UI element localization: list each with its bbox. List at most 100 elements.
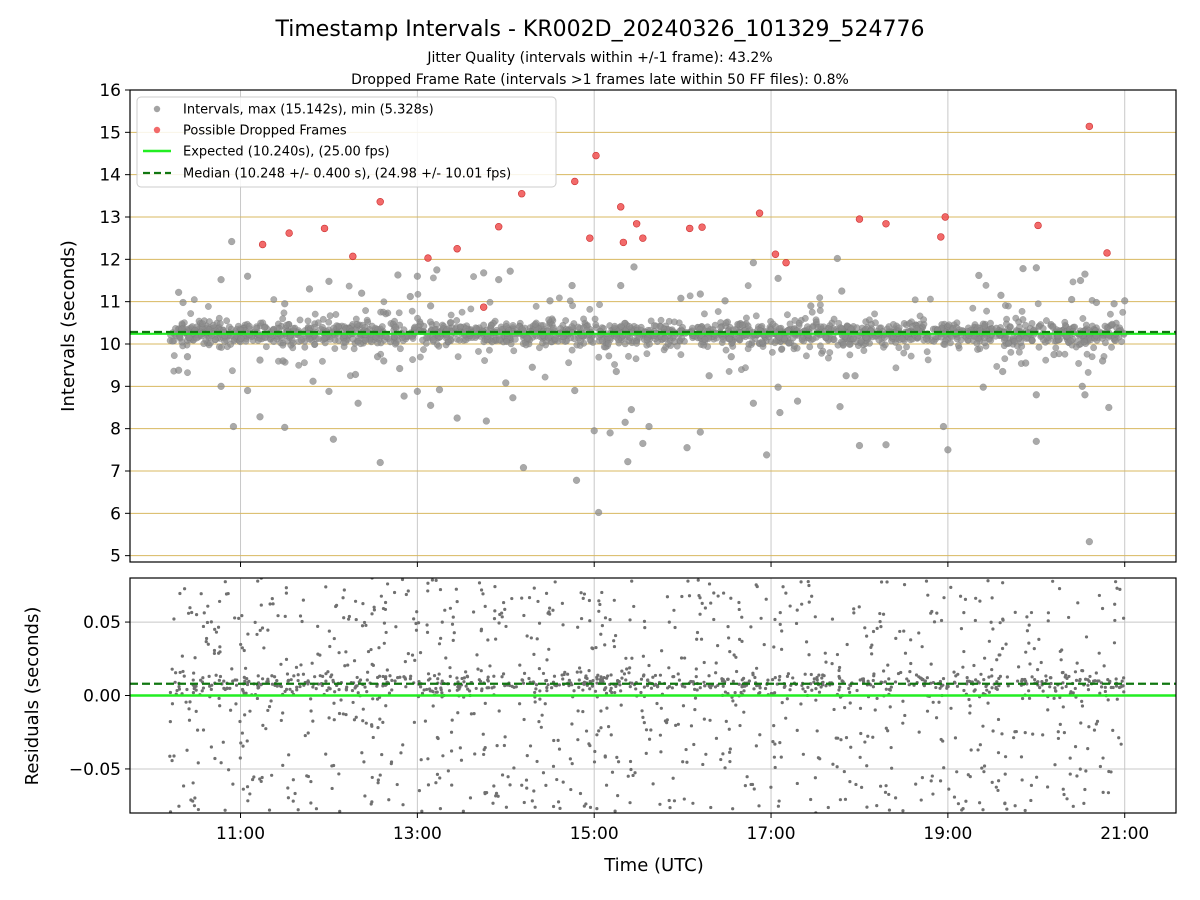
residual-point <box>660 649 664 653</box>
residual-point <box>1078 767 1082 771</box>
residual-point <box>269 699 273 703</box>
residual-point <box>408 677 412 681</box>
residual-point <box>581 688 585 692</box>
residual-point <box>785 697 789 701</box>
interval-point <box>838 287 846 295</box>
intervals-y-tick-label: 13 <box>99 208 121 228</box>
residual-point <box>848 690 852 694</box>
residual-point <box>228 686 232 690</box>
interval-point <box>1061 318 1069 326</box>
residual-point <box>260 626 265 630</box>
interval-point <box>719 335 727 343</box>
residual-point <box>556 738 560 742</box>
interval-point <box>860 347 868 355</box>
residual-point <box>579 616 584 621</box>
residual-point <box>501 672 506 676</box>
residual-point <box>371 697 375 701</box>
interval-point <box>319 315 327 323</box>
dropped-frame-point <box>517 190 526 198</box>
residual-point <box>996 788 1000 793</box>
residual-point <box>757 804 761 808</box>
residual-point <box>326 670 330 674</box>
interval-point <box>1018 342 1026 350</box>
residual-point <box>1056 736 1061 741</box>
interval-point <box>920 316 928 324</box>
interval-point <box>830 315 838 323</box>
residual-point <box>362 620 367 625</box>
interval-point <box>435 342 443 350</box>
residual-point <box>1061 681 1065 685</box>
interval-point <box>300 359 308 367</box>
residual-point <box>1057 586 1062 591</box>
residual-point <box>800 602 804 606</box>
residual-point <box>1094 722 1098 726</box>
residual-point <box>1059 658 1063 662</box>
residual-point <box>508 783 512 787</box>
residual-point <box>525 753 529 758</box>
interval-point <box>243 272 252 280</box>
residual-point <box>365 678 369 682</box>
residual-point <box>545 689 549 693</box>
residual-point <box>206 604 210 608</box>
residual-point <box>491 801 495 805</box>
residual-point <box>603 616 608 620</box>
residual-point <box>225 686 229 690</box>
interval-point <box>1018 307 1026 315</box>
interval-point <box>605 352 613 360</box>
residual-point <box>703 684 707 688</box>
dropped-frame-point <box>1034 221 1042 230</box>
residual-point <box>639 677 644 681</box>
residual-point <box>727 727 731 731</box>
residual-point <box>388 674 392 678</box>
interval-point <box>456 336 464 344</box>
residual-point <box>381 606 386 611</box>
residual-point <box>624 678 628 682</box>
residual-point <box>942 596 946 600</box>
residual-point <box>350 688 355 693</box>
residual-point <box>1073 670 1078 674</box>
residual-point <box>824 660 828 664</box>
residual-point <box>982 678 986 682</box>
residual-point <box>450 783 454 787</box>
interval-point <box>429 336 437 344</box>
residual-point <box>596 673 600 677</box>
residual-point <box>420 809 424 813</box>
residual-point <box>941 676 946 681</box>
interval-point <box>528 363 536 371</box>
residual-point <box>747 679 751 683</box>
residual-point <box>1046 619 1050 623</box>
residual-point <box>742 689 746 693</box>
residual-point <box>881 669 886 673</box>
residual-point <box>493 609 497 613</box>
residual-point <box>577 678 581 682</box>
dropped-frame-point <box>453 245 461 253</box>
residual-point <box>437 672 441 676</box>
residual-point <box>309 779 313 784</box>
residual-point <box>498 612 502 617</box>
interval-point <box>722 319 730 327</box>
residual-point <box>668 806 672 810</box>
residual-point <box>545 686 549 690</box>
interval-point <box>172 325 179 332</box>
interval-point <box>331 336 339 344</box>
residual-point <box>994 785 998 789</box>
interval-point <box>744 282 752 290</box>
residual-point <box>1062 731 1066 735</box>
interval-point <box>1080 338 1088 346</box>
residual-point <box>676 672 680 676</box>
intervals-y-tick-label: 7 <box>110 462 121 482</box>
interval-point <box>758 338 766 346</box>
interval-point <box>1007 348 1015 356</box>
interval-point <box>809 335 817 343</box>
residual-point <box>737 607 741 612</box>
residual-point <box>1037 637 1041 641</box>
interval-point <box>318 357 326 365</box>
residual-point <box>893 680 898 684</box>
interval-point <box>778 346 785 353</box>
dropped-frame-point <box>1103 249 1111 257</box>
residual-point <box>298 614 303 618</box>
residual-point <box>447 689 452 693</box>
residual-point <box>651 782 655 786</box>
interval-point <box>839 340 847 348</box>
interval-point <box>311 310 319 318</box>
